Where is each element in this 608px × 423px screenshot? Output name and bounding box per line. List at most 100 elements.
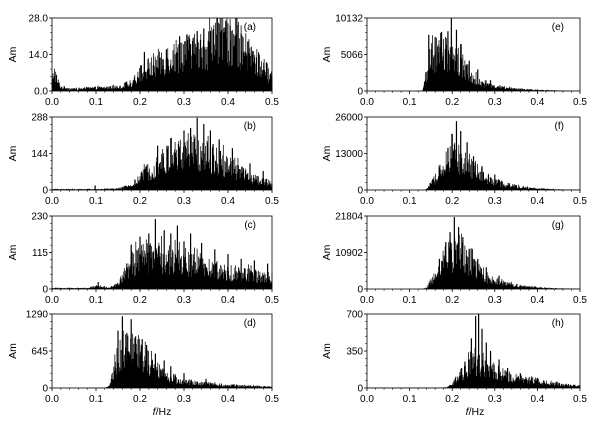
- x-tick-label: 0.3: [488, 97, 502, 108]
- panel-label: (b): [244, 121, 256, 132]
- panel-label: (d): [244, 318, 256, 329]
- x-tick-label: 0.2: [133, 97, 147, 108]
- spectrum-d: [51, 316, 273, 388]
- y-axis-title: Am: [321, 244, 333, 260]
- x-tick-label: 0.4: [221, 196, 235, 207]
- x-tick-label: 0.4: [221, 295, 235, 306]
- y-tick-label: 0: [357, 186, 363, 197]
- x-tick-label: 0.0: [45, 295, 59, 306]
- y-axis-c: 0 115 230: [31, 212, 52, 296]
- y-tick-label: 230: [31, 212, 48, 223]
- x-tick-label: 0.1: [89, 97, 103, 108]
- y-tick-label: 0.0: [34, 87, 48, 98]
- x-tick-label: 0.4: [530, 97, 544, 108]
- spectrum-lines: [51, 133, 273, 190]
- x-tick-label: 0.5: [573, 196, 587, 207]
- spectrum-lines: [366, 347, 581, 388]
- x-tick-label: 0.2: [445, 295, 459, 306]
- spectrum-lines: [366, 233, 581, 289]
- y-axis-title: Am: [321, 343, 333, 359]
- x-tick-label: 0.2: [133, 295, 147, 306]
- x-tick-label: 0.4: [530, 295, 544, 306]
- x-tick-label: 0.1: [403, 97, 417, 108]
- x-tick-label: 0.3: [177, 295, 191, 306]
- y-tick-label: 115: [32, 248, 48, 259]
- x-axis-title-symbol: f: [466, 406, 470, 418]
- spectrum-a: [51, 18, 273, 91]
- y-tick-label: 0: [42, 384, 48, 395]
- x-tick-label: 0.2: [445, 97, 459, 108]
- x-axis-c: 0.0 0.1 0.2 0.3 0.4 0.5: [45, 289, 279, 306]
- x-tick-label: 0.3: [177, 97, 191, 108]
- y-tick-label: 0: [42, 186, 48, 197]
- spectrum-b: [51, 117, 273, 190]
- x-tick-label: 0.0: [360, 97, 374, 108]
- x-tick-label: 0.4: [221, 394, 235, 405]
- y-tick-label: 1290: [26, 310, 49, 321]
- x-tick-label: 0.0: [45, 394, 59, 405]
- x-axis-e: 0.0 0.1 0.2 0.3 0.4 0.5: [360, 91, 587, 108]
- y-axis-g: 0 10902 21804: [335, 212, 367, 296]
- y-axis-title: Am: [321, 46, 333, 62]
- y-axis-title: Am: [7, 244, 19, 260]
- panel-label: (e): [552, 22, 564, 33]
- panel-a: 0.0 0.1 0.2 0.3 0.4 0.5 0.0 14.0 28.0 Am (a): [7, 14, 279, 109]
- x-axis-g: 0.0 0.1 0.2 0.3 0.4 0.5: [360, 289, 587, 306]
- panel-f: 0.0 0.1 0.2 0.3 0.4 0.5 0 13000 26000 Am (f): [321, 113, 587, 208]
- y-tick-label: 13000: [335, 149, 363, 160]
- x-tick-label: 0.5: [573, 97, 587, 108]
- y-axis-b: 0 144 288: [31, 113, 52, 197]
- panel-e: 0.0 0.1 0.2 0.3 0.4 0.5 0 5066 10132 Am (e): [321, 14, 587, 109]
- panel-label: (h): [552, 318, 564, 329]
- spectrum-f: [366, 121, 581, 190]
- y-tick-label: 26000: [335, 113, 363, 124]
- y-tick-label: 21804: [335, 212, 363, 223]
- y-axis-title: Am: [7, 145, 19, 161]
- x-tick-label: 0.1: [403, 394, 417, 405]
- panel-label: (a): [244, 22, 256, 33]
- x-axis-title: f/Hz: [153, 406, 172, 418]
- y-axis-d: 0 645 1290: [26, 310, 52, 395]
- x-tick-label: 0.1: [89, 196, 103, 207]
- x-tick-label: 0.3: [488, 394, 502, 405]
- spectrum-lines: [366, 32, 581, 91]
- x-tick-label: 0.2: [445, 394, 459, 405]
- spectrum-lines: [51, 18, 273, 91]
- x-tick-label: 0.4: [221, 97, 235, 108]
- x-tick-label: 0.1: [89, 295, 103, 306]
- x-tick-label: 0.3: [488, 196, 502, 207]
- panel-b: 0.0 0.1 0.2 0.3 0.4 0.5 0 144 288 Am (b): [7, 113, 279, 208]
- x-tick-label: 0.0: [45, 196, 59, 207]
- panel-h: 0.0 0.1 0.2 0.3 0.4 0.5 0 350 700 Am (h): [321, 310, 587, 406]
- x-axis-title-symbol: f: [153, 406, 157, 418]
- y-tick-label: 10902: [335, 248, 363, 259]
- x-axis-title-unit: /Hz: [469, 406, 485, 418]
- y-axis-title: Am: [7, 46, 19, 62]
- x-tick-label: 0.1: [403, 295, 417, 306]
- x-axis-title-unit: /Hz: [156, 406, 172, 418]
- x-tick-label: 0.5: [265, 97, 279, 108]
- spectrum-lines: [51, 330, 273, 388]
- panel-g: 0.0 0.1 0.2 0.3 0.4 0.5 0 10902 21804 Am (g): [321, 212, 587, 307]
- panel-label: (c): [244, 220, 256, 231]
- x-tick-label: 0.0: [45, 97, 59, 108]
- y-tick-label: 0: [357, 87, 363, 98]
- panel-label: (f): [555, 121, 564, 132]
- x-tick-label: 0.3: [177, 196, 191, 207]
- spectrum-lines: [51, 235, 273, 289]
- x-tick-label: 0.5: [265, 394, 279, 405]
- x-tick-label: 0.5: [265, 295, 279, 306]
- x-tick-label: 0.5: [573, 295, 587, 306]
- y-tick-label: 5066: [341, 50, 364, 61]
- x-tick-label: 0.4: [530, 196, 544, 207]
- x-tick-label: 0.0: [360, 295, 374, 306]
- x-axis-h: 0.0 0.1 0.2 0.3 0.4 0.5: [360, 388, 587, 405]
- y-tick-label: 144: [31, 149, 48, 160]
- y-tick-label: 645: [31, 347, 48, 358]
- spectrum-e: [366, 18, 581, 91]
- panel-label: (g): [552, 220, 564, 231]
- x-tick-label: 0.1: [89, 394, 103, 405]
- x-tick-label: 0.3: [177, 394, 191, 405]
- x-tick-label: 0.0: [360, 196, 374, 207]
